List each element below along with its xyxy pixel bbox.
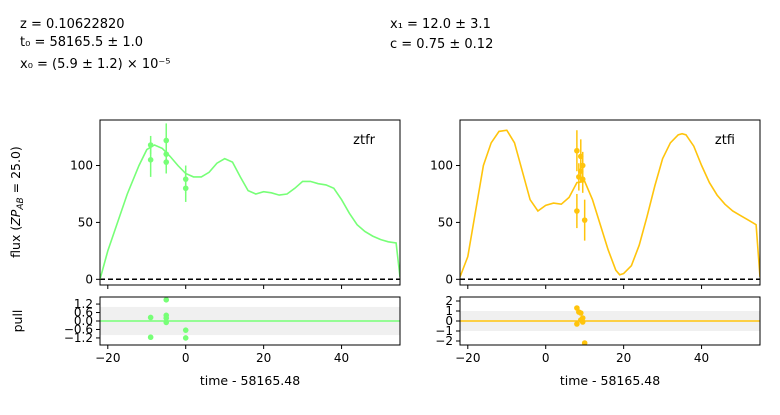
data-point	[579, 315, 586, 321]
data-point	[147, 157, 154, 163]
panel-pull-ztfr	[96, 296, 401, 349]
band-label: ztfi	[715, 133, 735, 148]
y-tick-label: 2	[445, 294, 453, 308]
data-point	[574, 147, 580, 154]
param-x1: x₁ = 12.0 ± 3.1	[390, 17, 491, 32]
x-tick-label: 0	[182, 351, 190, 365]
y-tick-label: 0.0	[74, 314, 93, 328]
band-label: ztfr	[353, 133, 375, 148]
data-point	[574, 321, 580, 327]
y-tick-label: 1.2	[74, 297, 93, 311]
y-tick-label: 100	[70, 159, 93, 173]
axes-frame	[99, 119, 401, 286]
x-axis-label: time - 58165.48	[560, 373, 660, 388]
y-tick-label: 0	[85, 272, 93, 286]
panel-pull-ztfi	[456, 296, 761, 349]
y-axis-label-pull: pull	[10, 310, 25, 333]
y-axis-label-flux: flux (ZPAB = 25.0)	[8, 146, 26, 258]
param-c: c = 0.75 ± 0.12	[390, 37, 494, 52]
y-tick-label: −0.6	[64, 322, 93, 336]
data-point	[163, 159, 170, 165]
y-tick-label: −2	[435, 334, 453, 348]
data-point	[182, 327, 189, 333]
y-tick-label: 1	[445, 304, 453, 318]
y-tick-label: 0	[445, 314, 453, 328]
y-tick-label: −1.2	[64, 331, 93, 345]
data-point	[581, 217, 588, 223]
x-tick-label: 20	[616, 351, 631, 365]
data-point	[147, 334, 154, 341]
data-point	[163, 319, 170, 326]
x-tick-label: 20	[256, 351, 271, 365]
x-tick-label: 40	[694, 351, 709, 365]
model-curve	[460, 129, 760, 278]
data-point	[182, 176, 189, 182]
x-tick-label: 0	[542, 351, 550, 365]
panel-flux-ztfi	[456, 119, 761, 289]
y-tick-label: −1	[435, 324, 453, 338]
model-curve	[100, 144, 400, 280]
param-z: z = 0.10622820	[20, 17, 125, 32]
x-tick-label: −20	[455, 351, 480, 365]
data-point	[163, 315, 170, 321]
param-t0: t₀ = 58165.5 ± 1.0	[20, 35, 144, 50]
data-point	[579, 319, 586, 325]
x-tick-label: −20	[95, 351, 120, 365]
data-point	[147, 142, 154, 148]
y-tick-label: 50	[438, 215, 453, 229]
data-point	[574, 208, 580, 214]
y-tick-label: 0	[445, 272, 453, 286]
data-point	[163, 297, 170, 303]
y-tick-label: 0.6	[74, 306, 93, 320]
param-x0: x₀ = (5.9 ± 1.2) × 10⁻⁵	[20, 57, 171, 72]
data-point	[182, 335, 189, 341]
data-point	[147, 314, 154, 321]
y-tick-label: 100	[430, 159, 453, 173]
x-tick-label: 40	[334, 351, 349, 365]
data-point	[581, 340, 588, 345]
y-tick-label: 50	[78, 215, 93, 229]
panel-flux-ztfr	[96, 119, 401, 289]
data-point	[577, 310, 584, 316]
data-point	[579, 176, 586, 182]
x-axis-label: time - 58165.48	[200, 373, 300, 388]
axes-frame	[459, 119, 761, 286]
